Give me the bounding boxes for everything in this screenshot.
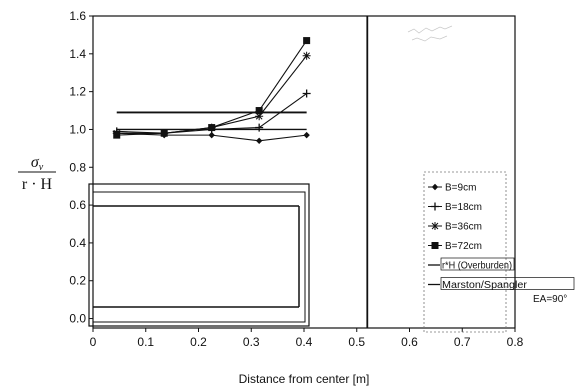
y-tick-label: 0.0 [69, 312, 86, 326]
data-point [208, 124, 216, 132]
data-point [113, 131, 121, 139]
data-point [302, 89, 311, 98]
y-tick-label: 0.6 [69, 198, 86, 212]
data-point [208, 131, 215, 139]
x-tick-label: 0.6 [401, 335, 418, 349]
data-point [255, 137, 263, 144]
y-tick-label: 1.6 [69, 9, 86, 23]
legend-label: r*H (Overburden) [442, 261, 512, 272]
data-point [303, 131, 310, 139]
data-point [255, 107, 263, 115]
y-tick-label: 1.2 [69, 85, 86, 99]
legend-label: B=72cm [445, 241, 482, 252]
x-tick-label: 0.1 [137, 335, 154, 349]
x-tick-label: 0.4 [296, 335, 313, 349]
y-tick-label: 0.2 [69, 274, 86, 288]
y-label-denominator: r · H [22, 176, 53, 193]
ea-annotation: EA=90° [533, 294, 567, 305]
legend: B=9cm B=18cm B=36cm B=72cm r*H (Overburden) M… [423, 171, 575, 333]
x-tick-label: 0.5 [348, 335, 365, 349]
x-tick-label: 0.7 [454, 335, 471, 349]
data-point [255, 112, 264, 121]
svg-text:σv: σv [31, 154, 44, 173]
y-label-sub: v [39, 162, 44, 173]
y-label-sigma: σ [31, 154, 40, 171]
series-line-2 [116, 55, 308, 134]
data-point [160, 129, 168, 137]
x-axis: 0 0.1 0.2 0.3 0.4 0.5 0.6 0.7 0.8 [90, 328, 524, 349]
x-tick-label: 0 [90, 335, 97, 349]
inset-frame [88, 183, 310, 327]
x-tick-label: 0.2 [190, 335, 207, 349]
y-axis-label: σv r · H [18, 154, 56, 193]
y-tick-label: 0.8 [69, 160, 86, 174]
data-point [302, 51, 311, 60]
x-tick-label: 0.8 [507, 335, 524, 349]
data-point [431, 242, 439, 249]
series-group [112, 37, 311, 144]
data-point [303, 37, 311, 45]
y-tick-label: 0.4 [69, 236, 86, 250]
data-point [255, 123, 264, 132]
legend-label-box [440, 257, 515, 271]
x-tick-label: 0.3 [243, 335, 260, 349]
legend-label-box [440, 277, 575, 290]
y-tick-label: 1.4 [69, 47, 86, 61]
data-point [431, 222, 439, 230]
legend-label: B=36cm [445, 222, 482, 233]
legend-label: B=9cm [445, 183, 476, 194]
data-point [431, 202, 439, 211]
legend-label: B=18cm [445, 202, 482, 213]
legend-label: Marston/Spangler [442, 280, 528, 291]
y-tick-label: 1.0 [69, 122, 86, 136]
y-axis: 0.0 0.2 0.4 0.6 0.8 1.0 1.2 1.4 1.6 [69, 9, 93, 326]
scan-noise [407, 25, 453, 42]
x-axis-label: Distance from center [m] [239, 372, 370, 386]
data-point [431, 183, 439, 191]
series-line-3 [116, 40, 308, 136]
